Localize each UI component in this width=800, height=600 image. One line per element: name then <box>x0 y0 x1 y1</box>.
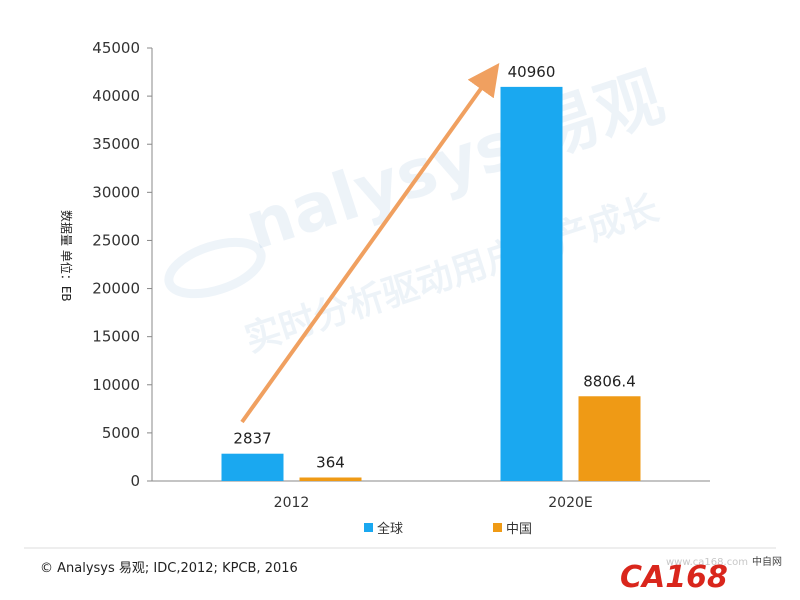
y-tick-label: 30000 <box>92 183 140 201</box>
source-footnote: © Analysys 易观; IDC,2012; KPCB, 2016 <box>40 561 298 576</box>
y-tick-label: 5000 <box>102 424 140 442</box>
y-tick-label: 10000 <box>92 376 140 394</box>
data-label: 8806.4 <box>583 372 636 390</box>
bar-china-2020E <box>578 396 641 481</box>
legend: 全球 中国 <box>364 521 532 537</box>
logo-site-text: www.ca168.com <box>666 557 748 568</box>
data-label: 2837 <box>233 430 271 448</box>
data-label: 364 <box>316 453 345 471</box>
y-tick-label: 25000 <box>92 231 140 249</box>
y-ticks: 0 5000 10000 15000 20000 25000 30000 35000 40000… <box>92 39 152 490</box>
bars <box>221 86 641 481</box>
y-tick-label: 40000 <box>92 87 140 105</box>
logo-brand: CA168 <box>620 560 728 591</box>
category-labels: 2012 2020E <box>274 495 593 511</box>
y-axis-label: 数据量 单位：EB <box>59 210 74 302</box>
x-category-label: 2020E <box>548 495 592 511</box>
watermark: nalysys 易观 实时分析驱动用户资产成长 <box>164 58 672 361</box>
legend-label-global: 全球 <box>377 521 403 537</box>
x-category-label: 2012 <box>274 495 310 511</box>
y-tick-label: 15000 <box>92 328 140 346</box>
y-tick-label: 0 <box>130 472 140 490</box>
y-tick-label: 45000 <box>92 39 140 57</box>
bar-china-2012 <box>299 477 362 481</box>
legend-swatch-global <box>364 523 373 532</box>
y-tick-label: 35000 <box>92 135 140 153</box>
logo-tagline: 中自网 <box>752 555 782 568</box>
bar-global-2012 <box>221 453 284 481</box>
ca168-logo: www.ca168.com 中自网 CA168 <box>620 555 782 591</box>
growth-arrow <box>240 62 500 424</box>
watermark-logo-mark <box>164 237 266 299</box>
legend-swatch-china <box>493 523 502 532</box>
legend-label-china: 中国 <box>506 522 532 537</box>
data-labels: 2837 364 40960 8806.4 <box>233 63 635 472</box>
data-label: 40960 <box>508 63 556 81</box>
y-tick-label: 20000 <box>92 280 140 298</box>
bar-global-2020E <box>500 86 563 481</box>
